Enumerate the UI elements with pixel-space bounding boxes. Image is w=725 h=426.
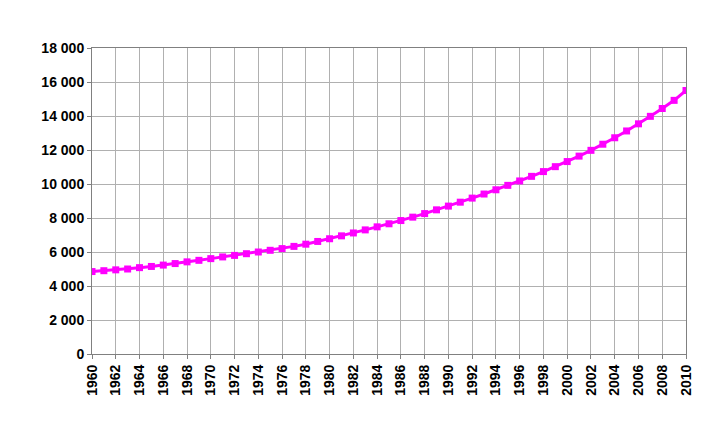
svg-text:2006: 2006	[630, 364, 646, 395]
svg-text:1962: 1962	[107, 364, 123, 395]
svg-text:2000: 2000	[559, 364, 575, 395]
svg-text:1978: 1978	[297, 364, 313, 395]
svg-text:1980: 1980	[321, 364, 337, 395]
svg-text:2004: 2004	[606, 364, 622, 395]
svg-text:1994: 1994	[487, 364, 503, 395]
svg-text:14 000: 14 000	[41, 108, 84, 124]
svg-text:1996: 1996	[511, 364, 527, 395]
svg-text:1998: 1998	[535, 364, 551, 395]
svg-text:1990: 1990	[440, 364, 456, 395]
svg-text:2002: 2002	[583, 364, 599, 395]
svg-text:1976: 1976	[274, 364, 290, 395]
svg-text:1986: 1986	[392, 364, 408, 395]
svg-text:1964: 1964	[131, 364, 147, 395]
svg-text:8 000: 8 000	[49, 210, 84, 226]
svg-text:0: 0	[76, 346, 84, 362]
svg-text:12 000: 12 000	[41, 142, 84, 158]
svg-text:1984: 1984	[369, 364, 385, 395]
svg-text:2008: 2008	[654, 364, 670, 395]
svg-text:1966: 1966	[155, 364, 171, 395]
svg-text:1970: 1970	[202, 364, 218, 395]
svg-text:1974: 1974	[250, 364, 266, 395]
svg-text:1972: 1972	[226, 364, 242, 395]
svg-text:1960: 1960	[84, 364, 100, 395]
svg-text:6 000: 6 000	[49, 244, 84, 260]
svg-text:1982: 1982	[345, 364, 361, 395]
svg-text:2010: 2010	[678, 364, 694, 395]
svg-text:1988: 1988	[416, 364, 432, 395]
svg-text:10 000: 10 000	[41, 176, 84, 192]
svg-text:2 000: 2 000	[49, 312, 84, 328]
svg-text:1992: 1992	[464, 364, 480, 395]
svg-text:4 000: 4 000	[49, 278, 84, 294]
svg-text:16 000: 16 000	[41, 74, 84, 90]
svg-text:18 000: 18 000	[41, 40, 84, 56]
svg-text:1968: 1968	[179, 364, 195, 395]
